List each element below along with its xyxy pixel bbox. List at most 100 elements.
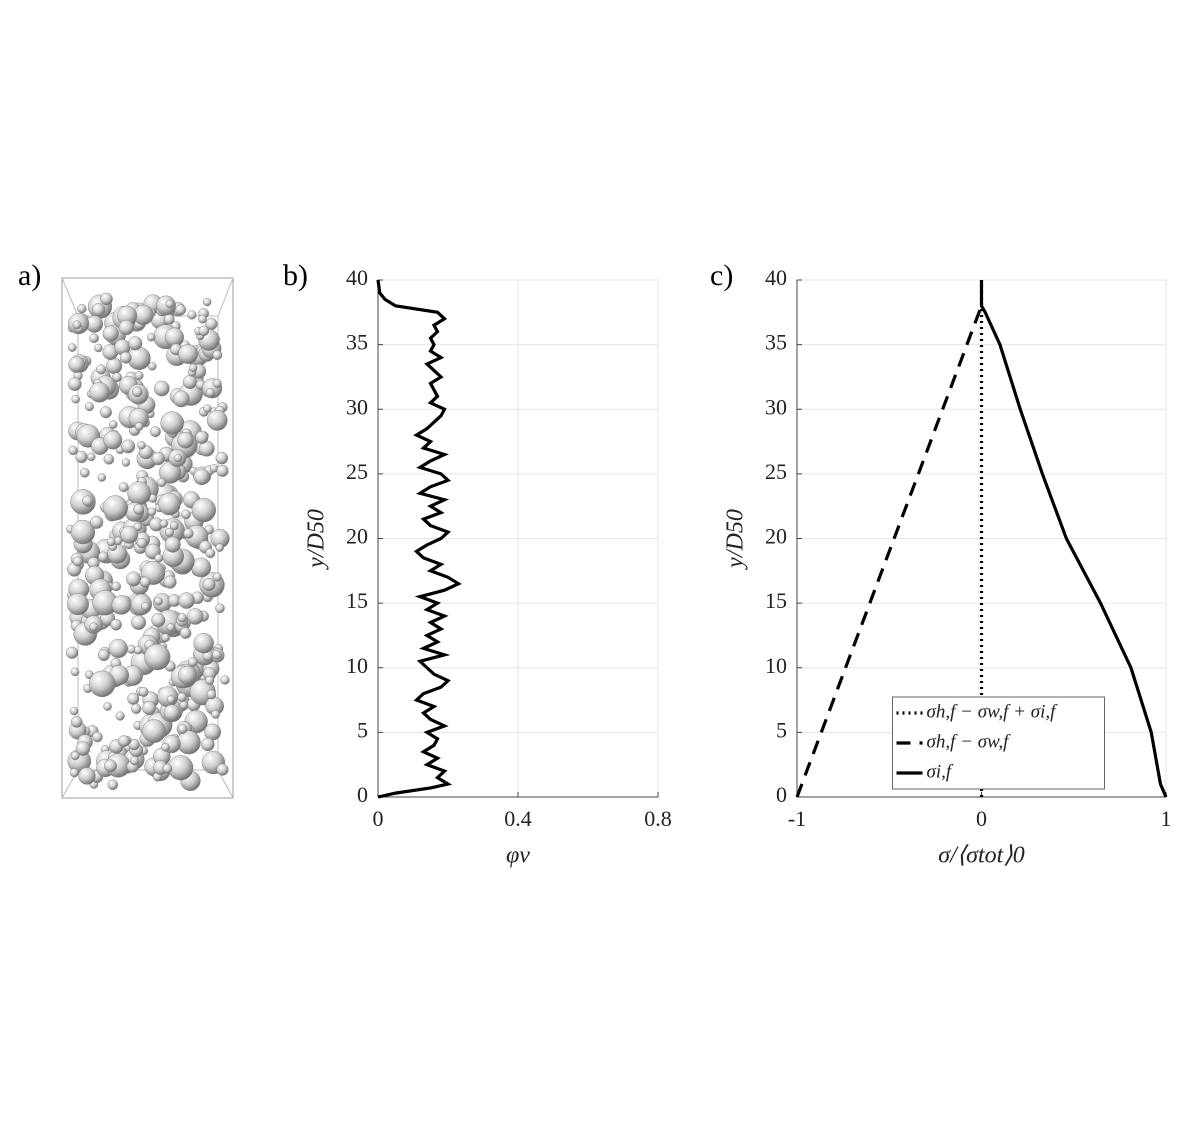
y-tick-label: 15 [346,588,368,613]
sphere [150,426,161,438]
sphere [193,468,210,486]
sphere [144,643,171,671]
sphere [151,613,166,628]
sphere [133,503,145,515]
y-tick-label: 35 [765,330,787,355]
x-axis-label: σ/⟨σtot⟩0 [938,843,1024,869]
sphere [157,686,179,708]
sphere [66,646,79,659]
sphere [159,519,169,528]
sphere [107,779,119,791]
sphere [90,515,104,529]
x-tick-label: 0 [976,806,987,831]
sphere [133,645,143,655]
sphere [206,410,228,431]
legend-label: σh,f − σw,f [927,731,1012,752]
sphere [99,406,112,419]
y-tick-label: 40 [765,265,787,290]
sphere [84,402,94,412]
sphere [111,595,132,615]
sphere [100,292,113,306]
y-tick-label: 10 [346,653,368,678]
sphere [89,333,99,343]
sphere [72,556,83,567]
sphere [211,710,220,719]
sphere [177,665,197,685]
sphere [70,716,83,728]
sphere [164,527,174,537]
sphere [121,458,131,467]
sphere [130,756,140,766]
sphere [215,543,224,552]
sphere [106,537,116,547]
sphere [198,325,210,337]
sphere [67,377,82,391]
sphere [202,577,216,592]
sphere [187,608,204,625]
sphere [177,724,188,734]
sphere [102,495,128,521]
sphere [220,675,230,685]
sphere [158,492,181,516]
sphere [163,575,177,589]
sphere [147,333,156,342]
sphere [103,702,112,711]
sphere [172,390,190,408]
sphere [79,467,90,478]
sphere [75,450,88,464]
sphere [154,553,164,563]
sphere [126,571,142,587]
sphere [164,536,181,553]
sphere [198,314,207,324]
sphere [178,344,198,364]
sphere [215,451,229,465]
sphere [205,388,215,398]
sphere [119,351,132,364]
y-axis-label: y/D50 [723,509,749,570]
y-tick-label: 40 [346,265,368,290]
sphere [141,602,150,611]
y-tick-label: 20 [765,524,787,549]
sphere [106,357,123,374]
y-tick-label: 0 [776,782,787,807]
sphere [82,495,93,507]
y-tick-label: 25 [346,459,368,484]
panel-label: b) [283,259,308,292]
sphere [179,700,188,710]
sphere [205,548,216,559]
sphere [166,623,175,632]
sphere [181,509,191,520]
sphere [216,464,229,477]
sphere [137,441,146,450]
sphere [92,731,103,743]
sphere [103,430,123,450]
sphere [118,482,129,493]
sphere [109,420,118,429]
domain-box [61,277,234,799]
sphere [128,336,143,351]
sphere [110,618,122,631]
sphere [203,404,212,413]
sphere [102,325,119,342]
sphere [72,320,82,330]
sphere [165,299,174,309]
sphere [187,657,198,667]
sphere [212,350,223,360]
sphere [182,375,197,389]
sphere [70,519,96,545]
sphere [162,763,173,774]
data-line [376,279,462,799]
sphere [202,297,212,307]
sphere [157,477,167,487]
sphere [70,667,80,677]
sphere [75,741,91,756]
y-axis-label: y/D50 [304,509,330,570]
sphere [212,572,222,582]
sphere [160,411,184,435]
sphere [147,507,157,517]
sphere [69,768,79,778]
sphere [177,692,187,702]
sphere [154,596,163,606]
sphere [163,313,175,325]
sphere [175,304,187,316]
